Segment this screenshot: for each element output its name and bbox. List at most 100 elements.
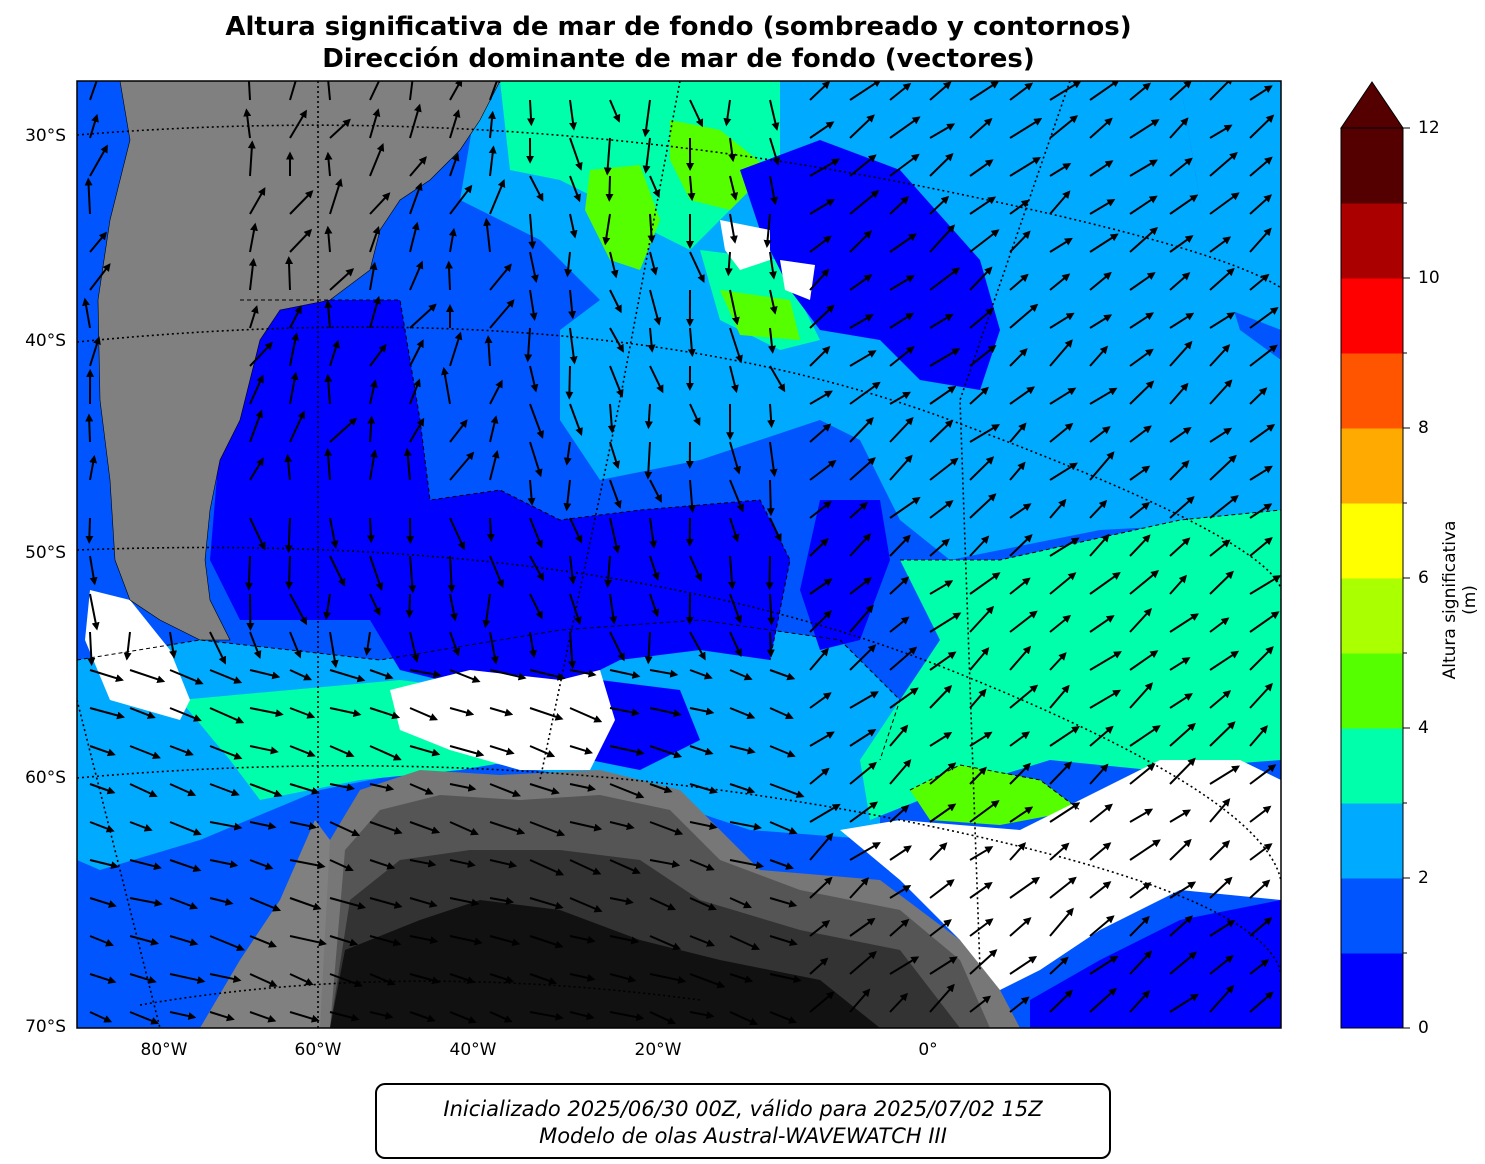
swell-vector [1209, 690, 1232, 709]
swell-vector [489, 707, 514, 717]
swell-vector [809, 991, 835, 1013]
swell-vector [1049, 876, 1077, 899]
swell-vector [409, 859, 437, 868]
swell-vector [289, 897, 322, 911]
swell-vector [609, 365, 624, 398]
swell-vector [763, 213, 772, 248]
swell-vector [889, 153, 920, 177]
swell-vector [329, 517, 339, 549]
lon-label-40w: 40°W [449, 1040, 497, 1060]
colorbar-extend-arrow [1340, 81, 1404, 129]
swell-vector [1129, 534, 1151, 557]
swell-vector [569, 859, 602, 875]
swell-vector [1249, 805, 1272, 823]
swell-vector [247, 140, 256, 177]
swell-vector [569, 593, 582, 625]
swell-vector [489, 631, 499, 665]
colorbar-segment [1341, 653, 1403, 729]
swell-vector [689, 859, 715, 871]
swell-vector [1209, 955, 1234, 975]
swell-vector [527, 479, 536, 506]
swell-vector [809, 158, 840, 177]
swell-vector [849, 691, 879, 709]
swell-vector [449, 419, 468, 443]
wave-field-0-1m-north [740, 140, 1000, 390]
swell-vector [1129, 226, 1158, 253]
swell-vector [769, 897, 798, 908]
swell-vector [489, 1011, 513, 1023]
swell-vector [969, 229, 1000, 253]
swell-vector [769, 365, 786, 393]
swell-vector [1169, 81, 1192, 101]
swell-vector [769, 517, 782, 543]
swell-vector [1249, 156, 1273, 177]
swell-vector [1049, 190, 1071, 215]
swell-vector [369, 973, 396, 986]
swell-vector [849, 604, 874, 633]
swell-vector [329, 973, 363, 988]
swell-vector [849, 761, 877, 785]
swell-vector [563, 441, 572, 466]
swell-vector [969, 196, 997, 215]
swell-vector [209, 745, 243, 760]
swell-vector [129, 821, 153, 832]
swell-vector [89, 263, 111, 291]
ice-cape-horn [85, 590, 190, 720]
swell-vector [929, 153, 954, 177]
swell-vector [929, 919, 952, 937]
swell-vector [1249, 917, 1273, 937]
swell-vector [849, 577, 872, 595]
swell-vector [602, 213, 611, 246]
swell-vector [889, 616, 910, 633]
swell-vector [489, 81, 501, 101]
swell-vector [329, 417, 358, 443]
swell-vector [687, 327, 696, 358]
swell-vector [1089, 314, 1113, 329]
swell-vector [409, 897, 438, 908]
swell-vector [1129, 990, 1151, 1013]
swell-vector [809, 268, 830, 291]
colorbar-segment [1341, 353, 1403, 429]
swell-vector [849, 917, 876, 937]
swell-vector [849, 729, 877, 747]
swell-vector [687, 175, 696, 202]
swell-vector [1249, 575, 1281, 595]
swell-vector [809, 876, 833, 899]
swell-vector [929, 538, 950, 557]
swell-vector [649, 783, 673, 794]
swell-vector [889, 454, 913, 481]
swell-vector [89, 81, 98, 101]
swell-vector [289, 1011, 320, 1023]
swell-vector [929, 879, 955, 899]
swell-vector [209, 821, 243, 831]
swell-vector [609, 973, 637, 983]
swell-vector [289, 783, 320, 795]
swell-vector [889, 312, 915, 329]
swell-vector [1089, 987, 1117, 1013]
colorbar-segment [1341, 878, 1403, 954]
swell-vector [366, 517, 375, 544]
swell-vector [969, 344, 997, 367]
swell-vector [1129, 650, 1159, 671]
swell-vector [649, 251, 658, 276]
swell-vector [1009, 422, 1027, 443]
swell-vector [285, 256, 294, 291]
swell-vector [969, 493, 997, 519]
swell-vector [408, 555, 417, 594]
colorbar-segment [1341, 128, 1403, 204]
swell-vector [609, 593, 618, 625]
swell-vector [1209, 494, 1239, 519]
swell-vector [209, 783, 240, 797]
swell-vector [564, 251, 573, 278]
swell-vector [369, 449, 378, 481]
title-line-1: Altura significativa de mar de fondo (so… [225, 12, 1132, 42]
swell-vector [689, 973, 726, 989]
swell-vector [849, 230, 873, 253]
swell-vector [1089, 117, 1113, 139]
swell-vector [529, 707, 564, 721]
swell-vector [529, 251, 539, 284]
swell-vector [245, 555, 254, 591]
colorbar-segment [1341, 278, 1403, 354]
sea-ice-drake [390, 670, 615, 770]
swell-vector [89, 745, 116, 757]
